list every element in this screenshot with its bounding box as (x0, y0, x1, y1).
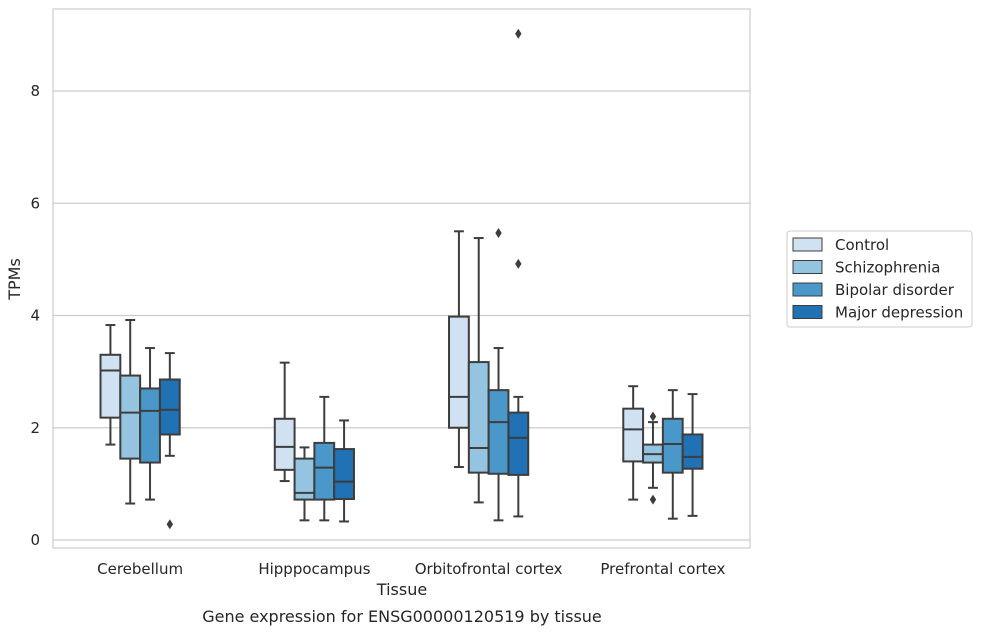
legend-label: Bipolar disorder (835, 281, 955, 299)
iqr-box (448, 315, 470, 429)
x-tick-label: Cerebellum (97, 560, 183, 578)
y-tick-label: 4 (30, 307, 40, 325)
outlier-point (649, 411, 657, 422)
iqr-box (119, 374, 142, 460)
iqr-box (139, 387, 161, 464)
legend-swatch (792, 282, 823, 297)
outlier-point (515, 258, 522, 269)
plot-area (52, 8, 751, 549)
y-tick-label: 0 (30, 531, 40, 549)
iqr-box (467, 361, 490, 474)
chart-caption: Gene expression for ENSG00000120519 by t… (202, 607, 602, 626)
x-tick-label: Prefrontal cortex (600, 560, 725, 578)
box-schizophrenia (642, 411, 664, 505)
outlier-point (495, 227, 502, 238)
y-axis-label: TPMs (5, 258, 24, 301)
y-tick-label: 8 (30, 82, 40, 100)
iqr-box (681, 433, 704, 470)
iqr-box (487, 389, 510, 475)
y-tick-label: 6 (30, 194, 40, 212)
y-tick-label: 2 (30, 419, 40, 437)
legend-label: Schizophrenia (835, 259, 940, 277)
box-control (273, 361, 296, 483)
y-tick-labels: 0 2 4 6 8 (30, 82, 40, 549)
legend-swatch (792, 237, 823, 252)
iqr-box (158, 378, 181, 436)
legend-label: Control (835, 236, 889, 254)
legend: Control Schizophrenia Bipolar disorder Majo… (786, 230, 973, 328)
box-control (448, 230, 470, 469)
box-bipolar-disorder (487, 227, 510, 522)
x-tick-label: Orbitofrontal cortex (415, 560, 563, 578)
iqr-box (661, 417, 684, 474)
legend-swatch (792, 305, 823, 319)
box-schizophrenia (293, 446, 316, 522)
box-groups (99, 28, 704, 530)
legend-label: Major depression (835, 304, 963, 322)
box-bipolar-disorder (313, 395, 336, 522)
box-major-depression (158, 352, 181, 530)
legend-frame (786, 230, 973, 328)
box-major-depression (333, 419, 355, 523)
iqr-box (99, 353, 122, 419)
iqr-box (313, 441, 336, 501)
outlier-point (649, 494, 657, 505)
x-tick-labels: Cerebellum Hipppocampus Orbitofrontal cort… (97, 560, 725, 578)
outlier-point (166, 519, 174, 530)
legend-swatch (792, 260, 823, 274)
iqr-box (273, 417, 296, 471)
box-major-depression (507, 28, 530, 518)
outlier-point (515, 28, 522, 39)
iqr-box (622, 407, 645, 463)
x-axis-label: Tissue (376, 580, 427, 599)
box-major-depression (681, 393, 704, 517)
box-control (622, 385, 645, 501)
box-schizophrenia (119, 318, 142, 505)
iqr-box (333, 448, 355, 501)
x-tick-label: Hipppocampus (258, 560, 370, 578)
iqr-box (507, 411, 530, 476)
